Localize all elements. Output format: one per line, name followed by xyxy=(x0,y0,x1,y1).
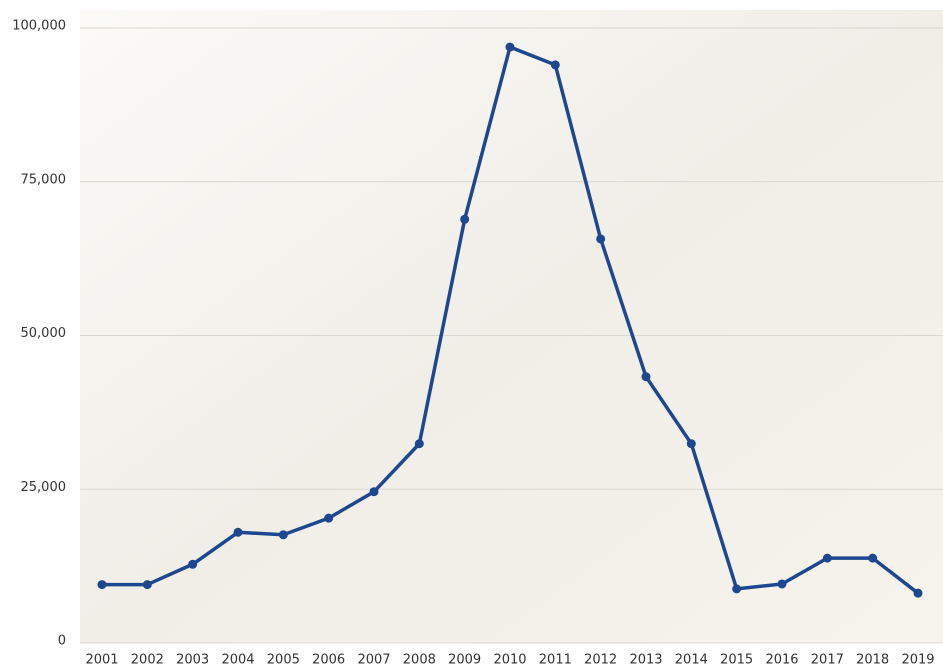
data-point xyxy=(98,580,107,589)
data-point xyxy=(143,580,152,589)
x-tick-label: 2005 xyxy=(267,653,300,667)
x-tick-label: 2019 xyxy=(901,653,934,667)
x-tick-label: 2008 xyxy=(403,653,436,667)
x-tick-label: 2017 xyxy=(811,653,844,667)
x-tick-label: 2001 xyxy=(85,653,118,667)
x-tick-label: 2006 xyxy=(312,653,345,667)
data-point xyxy=(324,514,333,523)
y-tick-label: 75,000 xyxy=(21,172,67,187)
x-tick-label: 2003 xyxy=(176,653,209,667)
x-tick-label: 2009 xyxy=(448,653,481,667)
x-tick-label: 2004 xyxy=(221,653,254,667)
data-point xyxy=(370,487,379,496)
y-tick-label: 100,000 xyxy=(12,19,66,34)
data-point xyxy=(596,234,605,243)
data-point xyxy=(460,215,469,224)
data-point xyxy=(914,589,923,598)
data-point xyxy=(506,43,515,52)
data-point xyxy=(642,372,651,381)
data-point xyxy=(415,439,424,448)
data-point xyxy=(551,60,560,69)
x-tick-label: 2002 xyxy=(131,653,164,667)
data-point xyxy=(732,584,741,593)
data-point xyxy=(868,554,877,563)
x-tick-label: 2011 xyxy=(539,653,572,667)
data-point xyxy=(279,530,288,539)
y-tick-label: 25,000 xyxy=(21,480,67,495)
x-tick-label: 2010 xyxy=(493,653,526,667)
page: 0 25,000 50,000 75,000 100,000 2001 2002 2003 20… xyxy=(0,0,943,667)
y-tick-label: 50,000 xyxy=(21,326,67,341)
data-point xyxy=(234,528,243,537)
x-tick-label: 2015 xyxy=(720,653,753,667)
x-tick-label: 2014 xyxy=(675,653,708,667)
chart: 0 25,000 50,000 75,000 100,000 2001 2002 2003 20… xyxy=(0,0,943,667)
x-tick-label: 2016 xyxy=(765,653,798,667)
data-point xyxy=(778,579,787,588)
data-point xyxy=(823,554,832,563)
x-tick-label: 2007 xyxy=(357,653,390,667)
data-point xyxy=(687,439,696,448)
y-tick-label: 0 xyxy=(58,634,66,649)
background xyxy=(80,10,943,643)
x-tick-label: 2012 xyxy=(584,653,617,667)
x-tick-label: 2013 xyxy=(629,653,662,667)
x-tick-label: 2018 xyxy=(856,653,889,667)
data-point xyxy=(188,560,197,569)
